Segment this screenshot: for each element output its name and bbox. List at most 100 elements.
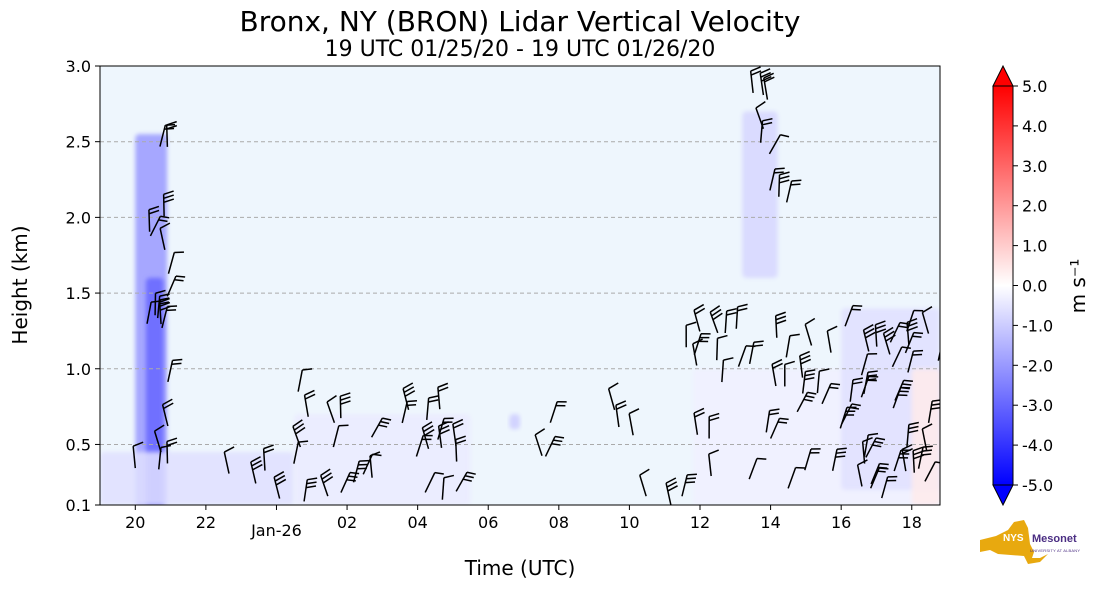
wind-barb xyxy=(685,321,697,348)
x-tick-label: 20 xyxy=(125,513,145,532)
colorbar-tick-label: 4.0 xyxy=(1022,117,1047,136)
wind-barb xyxy=(332,424,349,448)
wind-barb xyxy=(340,471,360,493)
colorbar-tick-label: 3.0 xyxy=(1022,157,1047,176)
wind-barb xyxy=(861,437,873,464)
wind-barb xyxy=(804,317,816,346)
velocity-region xyxy=(911,368,940,505)
x-tick-label: 02 xyxy=(337,513,357,532)
colorbar-tick-label: 1.0 xyxy=(1022,237,1047,256)
wind-barb xyxy=(856,459,868,487)
colorbar-bottom-arrow xyxy=(992,484,1014,507)
wind-barb xyxy=(901,444,913,472)
wind-barb xyxy=(437,417,454,440)
y-axis-ticks: 0.1 0.5 1.0 1.5 2.0 2.5 3.0 xyxy=(66,57,100,515)
wind-barb xyxy=(716,334,728,361)
wind-barb xyxy=(426,395,439,420)
wind-barb xyxy=(826,325,838,353)
wind-barb xyxy=(166,437,178,464)
wind-barb xyxy=(759,68,772,96)
velocity-region xyxy=(100,452,295,505)
wind-barb xyxy=(693,407,705,435)
wind-barb xyxy=(339,392,351,419)
nys-map-icon xyxy=(980,520,1048,564)
wind-barb xyxy=(639,468,650,497)
colorbar-tick-label: 5.0 xyxy=(1022,77,1047,96)
wind-barb xyxy=(615,400,627,428)
wind-barb xyxy=(865,437,886,458)
y-tick-label: 0.1 xyxy=(66,496,91,515)
wind-barb xyxy=(869,467,889,489)
wind-barb xyxy=(549,401,567,423)
wind-barb xyxy=(749,66,762,94)
wind-barb xyxy=(167,358,183,383)
wind-barb xyxy=(801,369,816,394)
wind-barb xyxy=(831,447,847,471)
logo-subtext: UNIVERSITY AT ALBANY xyxy=(1030,548,1081,553)
wind-barb xyxy=(319,468,334,497)
wind-barb xyxy=(882,326,896,355)
wind-barb xyxy=(891,346,911,368)
wind-barb xyxy=(769,167,785,191)
chart-title: Bronx, NY (BRON) Lidar Vertical Velocity xyxy=(239,5,801,38)
wind-barb xyxy=(303,477,318,502)
wind-barb xyxy=(759,117,773,143)
wind-barb xyxy=(763,72,775,100)
wind-barb xyxy=(912,446,924,473)
colorbar-tick-label: -3.0 xyxy=(1022,396,1053,415)
wind-barb xyxy=(424,471,444,493)
wind-barb xyxy=(863,432,879,457)
wind-barb xyxy=(839,406,857,429)
wind-barb xyxy=(937,349,940,361)
wind-barb xyxy=(765,408,780,433)
velocity-region xyxy=(742,111,778,278)
colorbar-top-arrow xyxy=(992,64,1014,87)
wind-barb xyxy=(437,382,449,410)
wind-barb xyxy=(681,473,697,497)
y-tick-label: 1.5 xyxy=(66,284,91,303)
velocity-region xyxy=(294,414,471,505)
wind-barb xyxy=(402,382,416,411)
wind-barb xyxy=(161,398,174,427)
wind-barb xyxy=(784,360,795,387)
wind-barb xyxy=(149,215,170,237)
wind-barb xyxy=(874,320,887,347)
wind-barb xyxy=(692,338,703,366)
wind-barb xyxy=(544,435,565,457)
colorbar-tick-label: -2.0 xyxy=(1022,356,1053,375)
wind-barb xyxy=(799,350,812,378)
wind-barb xyxy=(156,293,170,319)
wind-barb xyxy=(303,389,316,417)
wind-barb xyxy=(162,190,175,217)
velocity-region xyxy=(509,414,520,430)
y-tick-label: 3.0 xyxy=(66,57,91,76)
x-tick-label: 10 xyxy=(619,513,639,532)
wind-barb xyxy=(369,451,381,478)
wind-barb xyxy=(862,324,876,352)
wind-barb xyxy=(292,419,306,448)
wind-barb xyxy=(293,440,309,464)
x-axis-label: Time (UTC) xyxy=(464,556,576,580)
wind-barb xyxy=(693,333,711,355)
wind-barb xyxy=(844,304,863,327)
wind-barb xyxy=(849,377,864,402)
wind-barb xyxy=(724,307,737,334)
wind-barb xyxy=(785,333,800,358)
nys-mesonet-logo xyxy=(978,518,1078,566)
wind-barb xyxy=(708,449,719,477)
colorbar xyxy=(992,64,1014,507)
wind-barb xyxy=(607,382,619,411)
x-tick-label: 04 xyxy=(407,513,427,532)
wind-barb xyxy=(693,303,706,332)
logo-state: NYS xyxy=(1003,533,1024,544)
wind-barb xyxy=(735,303,748,329)
x-tick-label: 14 xyxy=(760,513,780,532)
wind-barb xyxy=(455,471,476,492)
x-tick-label: Jan-26 xyxy=(250,521,302,540)
wind-barb xyxy=(787,466,806,489)
wind-barb xyxy=(159,222,171,250)
wind-barb xyxy=(816,368,830,394)
wind-barb xyxy=(534,428,546,456)
wind-barb xyxy=(889,321,910,343)
y-tick-label: 0.5 xyxy=(66,435,91,454)
